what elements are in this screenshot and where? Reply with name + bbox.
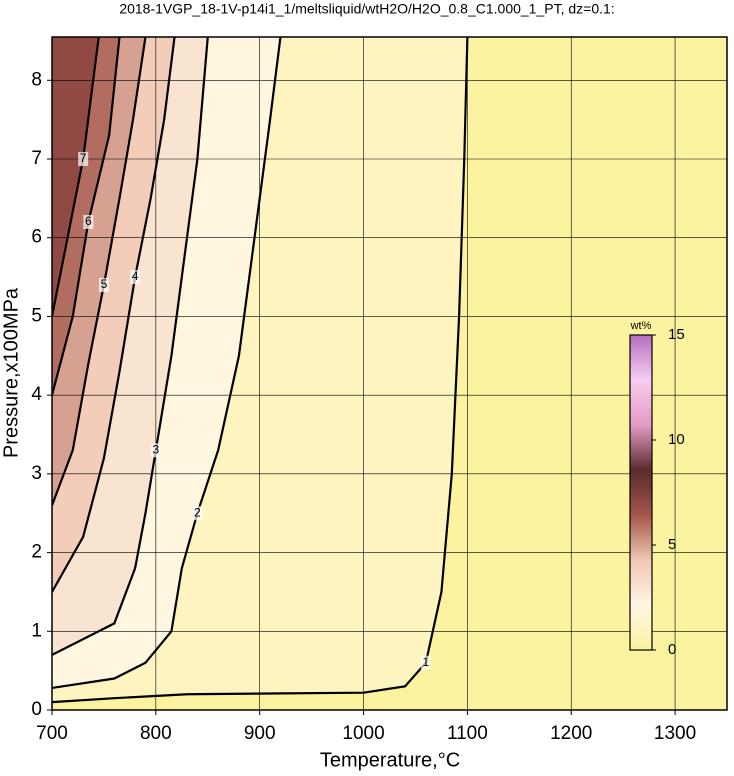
x-tick-label: 1100 [447,723,488,744]
colorbar-tick-label: 5 [668,536,676,553]
y-tick-label: 2 [31,542,42,563]
colorbar-tick-label: 0 [668,641,676,658]
contour-line [52,37,100,317]
contour-label: 3 [153,442,160,456]
contour-label-bg [130,270,141,285]
x-tick-label: 800 [140,723,172,744]
contour-line [52,37,176,593]
contour-label: 5 [101,277,108,291]
x-axis-label: Temperature,°C [320,749,460,771]
y-tick-label: 1 [31,620,42,641]
y-tick-label: 8 [31,69,42,90]
x-tick-label: 1300 [654,723,696,744]
plot-area: 1 2 3 4 5 6 7 [52,37,727,710]
x-tick-label: 900 [244,723,276,744]
colorbar-label: wt% [630,320,652,332]
contour-label: 2 [194,505,201,519]
contour-label-bg [78,152,89,167]
contour-label: 6 [85,214,92,228]
contour-label-bg [192,506,203,521]
y-tick-label: 7 [31,148,42,169]
contour-label: 1 [423,655,430,669]
y-tick-label: 3 [31,463,42,484]
y-tick-label: 5 [31,305,42,326]
x-tick-label: 700 [36,723,68,744]
plot-frame [51,36,728,711]
chart-title: 2018-1VGP_18-1V-p14i1_1/meltsliquid/wtH2… [119,1,614,17]
contour-label-bg [150,443,161,458]
contour-label-bg [98,277,109,292]
colorbar-tick-label: 10 [668,431,685,448]
x-tick-label: 1200 [550,723,592,744]
contour-label: 4 [132,269,139,283]
x-tick-label: 1000 [342,723,384,744]
y-tick-label: 6 [31,227,42,248]
contour-fill [52,37,99,317]
y-axis-label: Pressure,x100MPa [0,287,22,458]
colorbar-tick-label: 15 [668,326,685,343]
y-tick-label: 4 [31,384,42,405]
contour-label: 7 [80,151,87,165]
colorbar [629,334,653,651]
y-tick-label: 0 [31,699,42,720]
contour-label-bg [83,214,94,229]
contour-label-bg [420,655,431,670]
overlay: 700 800 900 1000 1100 1200 1300012345678wt%051… [31,36,728,744]
